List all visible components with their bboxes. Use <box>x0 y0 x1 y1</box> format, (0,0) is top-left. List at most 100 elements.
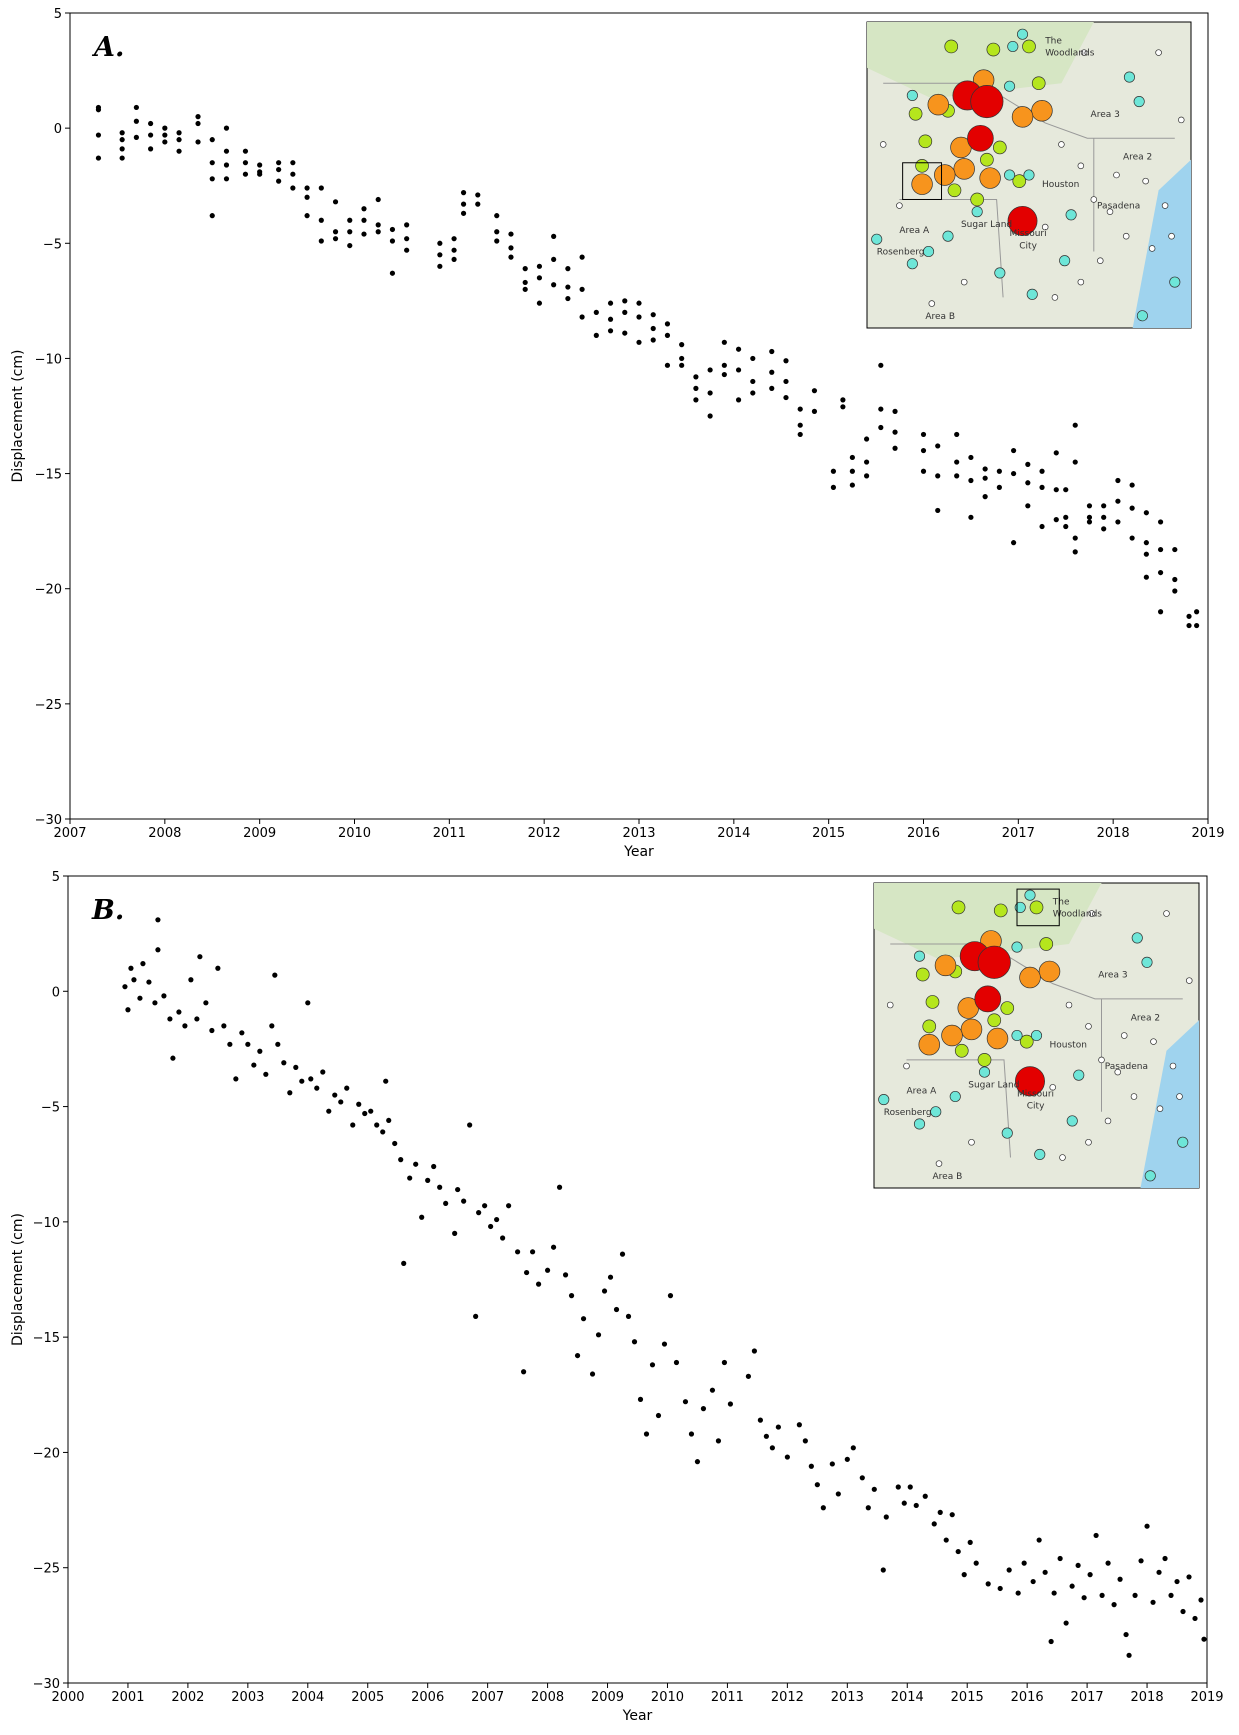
map-site <box>980 168 1001 189</box>
map-site <box>1157 1106 1163 1112</box>
y-tick-label: 0 <box>52 985 60 1000</box>
map-site <box>1097 258 1103 264</box>
x-tick-label: 2018 <box>1097 826 1130 841</box>
data-point <box>581 1316 586 1321</box>
data-point <box>523 266 528 271</box>
map-site <box>1137 311 1147 321</box>
data-point <box>523 280 528 285</box>
map-site <box>907 90 917 100</box>
data-point <box>935 508 940 513</box>
data-point <box>376 229 381 234</box>
data-point <box>608 301 613 306</box>
data-point <box>1101 526 1106 531</box>
data-point <box>830 1461 835 1466</box>
data-point <box>551 282 556 287</box>
map-site <box>1114 172 1120 178</box>
map-site <box>967 125 993 151</box>
data-point <box>921 448 926 453</box>
x-tick-label: 2017 <box>1002 826 1035 841</box>
map-site <box>919 1034 940 1055</box>
data-point <box>580 314 585 319</box>
map-label: Woodlands <box>1053 910 1103 920</box>
data-point <box>162 139 167 144</box>
data-point <box>276 179 281 184</box>
data-point <box>1162 1556 1167 1561</box>
map-site <box>934 165 955 186</box>
x-tick-label: 2003 <box>231 1690 264 1705</box>
map-site <box>995 268 1005 278</box>
data-point <box>195 114 200 119</box>
map-site <box>1170 277 1180 287</box>
data-point <box>878 406 883 411</box>
data-point <box>161 993 166 998</box>
y-axis-label: Displacement (cm) <box>10 1213 26 1346</box>
map-site <box>1012 1030 1022 1040</box>
data-point <box>195 139 200 144</box>
data-point <box>134 105 139 110</box>
map-site <box>1024 170 1034 180</box>
data-point <box>923 1494 928 1499</box>
data-point <box>884 1514 889 1519</box>
data-point <box>545 1268 550 1273</box>
data-point <box>722 372 727 377</box>
data-point <box>319 218 324 223</box>
data-point <box>452 1231 457 1236</box>
data-point <box>736 397 741 402</box>
data-point <box>224 149 229 154</box>
data-point <box>120 130 125 135</box>
data-point <box>293 1065 298 1070</box>
data-point <box>1168 1593 1173 1598</box>
data-point <box>224 162 229 167</box>
data-point <box>674 1360 679 1365</box>
data-point <box>515 1249 520 1254</box>
data-point <box>974 1561 979 1566</box>
data-point <box>494 213 499 218</box>
data-point <box>419 1215 424 1220</box>
data-point <box>636 301 641 306</box>
map-site <box>1145 1171 1155 1181</box>
data-point <box>290 185 295 190</box>
data-point <box>850 469 855 474</box>
data-point <box>638 1397 643 1402</box>
data-point <box>1025 503 1030 508</box>
data-point <box>210 213 215 218</box>
data-point <box>716 1438 721 1443</box>
data-point <box>1037 1537 1042 1542</box>
data-point <box>1063 524 1068 529</box>
x-tick-label: 2004 <box>291 1690 324 1705</box>
data-point <box>983 494 988 499</box>
data-point <box>831 469 836 474</box>
data-point <box>954 473 959 478</box>
map-site <box>914 1119 924 1129</box>
data-point <box>305 1000 310 1005</box>
data-point <box>656 1413 661 1418</box>
data-point <box>362 1111 367 1116</box>
map-site <box>979 1067 989 1077</box>
data-point <box>892 446 897 451</box>
data-point <box>1073 459 1078 464</box>
data-point <box>1011 471 1016 476</box>
map-site <box>1123 233 1129 239</box>
page: {"chart_data": [ {"type": "scatter", "ti… <box>0 0 1239 1731</box>
data-point <box>333 236 338 241</box>
data-point <box>636 340 641 345</box>
data-point <box>134 135 139 140</box>
data-point <box>1130 482 1135 487</box>
data-point <box>840 397 845 402</box>
map-site <box>1027 289 1037 299</box>
x-tick-label: 2014 <box>717 826 750 841</box>
data-point <box>537 264 542 269</box>
data-point <box>708 413 713 418</box>
data-point <box>1144 1524 1149 1529</box>
data-point <box>257 1049 262 1054</box>
data-point <box>401 1261 406 1266</box>
data-point <box>1049 1639 1054 1644</box>
data-point <box>693 397 698 402</box>
map-site <box>931 1107 941 1117</box>
data-point <box>176 149 181 154</box>
map-site <box>919 135 932 148</box>
data-point <box>608 328 613 333</box>
data-point <box>1064 1620 1069 1625</box>
data-point <box>361 218 366 223</box>
data-point <box>304 185 309 190</box>
